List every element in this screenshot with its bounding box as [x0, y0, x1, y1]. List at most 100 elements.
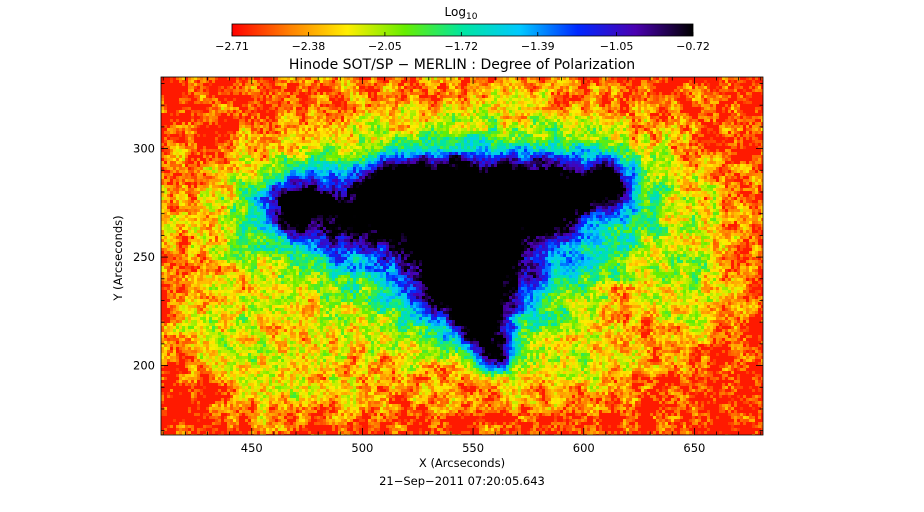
heatmap-cell: [482, 143, 485, 146]
heatmap-cell: [596, 116, 599, 119]
heatmap-cell: [584, 137, 587, 140]
heatmap-cell: [350, 134, 353, 137]
heatmap-cell: [662, 125, 665, 128]
heatmap-cell: [575, 92, 578, 95]
heatmap-cell: [569, 110, 572, 113]
heatmap-cell: [470, 101, 473, 104]
heatmap-cell: [239, 164, 242, 167]
heatmap-cell: [320, 95, 323, 98]
heatmap-cell: [404, 89, 407, 92]
heatmap-cell: [524, 80, 527, 83]
heatmap-cell: [359, 137, 362, 140]
heatmap-cell: [506, 137, 509, 140]
heatmap-cell: [443, 77, 446, 80]
heatmap-cell: [263, 128, 266, 131]
heatmap-cell: [281, 92, 284, 95]
heatmap-cell: [707, 164, 710, 167]
heatmap-cell: [455, 149, 458, 152]
heatmap-cell: [293, 110, 296, 113]
heatmap-cell: [446, 128, 449, 131]
heatmap-cell: [473, 83, 476, 86]
heatmap-cell: [455, 80, 458, 83]
heatmap-cell: [209, 83, 212, 86]
heatmap-cell: [440, 95, 443, 98]
heatmap-cell: [683, 122, 686, 125]
heatmap-cell: [533, 122, 536, 125]
heatmap-cell: [620, 143, 623, 146]
heatmap-cell: [416, 122, 419, 125]
heatmap-cell: [434, 149, 437, 152]
heatmap-cell: [239, 146, 242, 149]
heatmap-cell: [503, 134, 506, 137]
heatmap-cell: [626, 122, 629, 125]
heatmap-cell: [452, 80, 455, 83]
heatmap-cell: [461, 122, 464, 125]
heatmap-cell: [413, 161, 416, 164]
heatmap-cell: [380, 116, 383, 119]
heatmap-cell: [206, 167, 209, 170]
heatmap-cell: [245, 164, 248, 167]
heatmap-cell: [170, 131, 173, 134]
heatmap-cell: [341, 128, 344, 131]
heatmap-cell: [551, 101, 554, 104]
heatmap-cell: [281, 125, 284, 128]
heatmap-cell: [743, 164, 746, 167]
heatmap-cell: [359, 83, 362, 86]
heatmap-cell: [476, 113, 479, 116]
heatmap-cell: [539, 152, 542, 155]
heatmap-cell: [305, 140, 308, 143]
heatmap-cell: [425, 140, 428, 143]
heatmap-cell: [191, 110, 194, 113]
heatmap-cell: [692, 131, 695, 134]
heatmap-cell: [431, 143, 434, 146]
heatmap-cell: [587, 140, 590, 143]
heatmap-cell: [254, 167, 257, 170]
heatmap-cell: [251, 128, 254, 131]
heatmap-cell: [479, 104, 482, 107]
heatmap-cell: [383, 131, 386, 134]
heatmap-cell: [578, 164, 581, 167]
heatmap-cell: [608, 92, 611, 95]
heatmap-cell: [374, 131, 377, 134]
heatmap-cell: [587, 134, 590, 137]
heatmap-cell: [563, 137, 566, 140]
heatmap-cell: [416, 128, 419, 131]
heatmap-cell: [191, 119, 194, 122]
heatmap-cell: [407, 119, 410, 122]
heatmap-cell: [245, 137, 248, 140]
heatmap-cell: [254, 125, 257, 128]
heatmap-cell: [176, 158, 179, 161]
heatmap-cell: [272, 107, 275, 110]
heatmap-cell: [635, 92, 638, 95]
heatmap-cell: [362, 149, 365, 152]
heatmap-cell: [569, 104, 572, 107]
heatmap-cell: [296, 89, 299, 92]
heatmap-cell: [662, 134, 665, 137]
heatmap-cell: [377, 146, 380, 149]
heatmap-cell: [479, 110, 482, 113]
heatmap-cell: [689, 125, 692, 128]
heatmap-cell: [674, 137, 677, 140]
heatmap-cell: [278, 119, 281, 122]
heatmap-cell: [293, 101, 296, 104]
heatmap-cell: [512, 131, 515, 134]
heatmap-cell: [599, 89, 602, 92]
heatmap-cell: [494, 83, 497, 86]
heatmap-cell: [263, 137, 266, 140]
heatmap-cell: [656, 104, 659, 107]
heatmap-cell: [620, 83, 623, 86]
heatmap-cell: [356, 152, 359, 155]
heatmap-cell: [464, 158, 467, 161]
heatmap-cell: [287, 122, 290, 125]
heatmap-cell: [587, 77, 590, 80]
heatmap-cell: [641, 143, 644, 146]
heatmap-cell: [398, 119, 401, 122]
heatmap-cell: [380, 95, 383, 98]
heatmap-cell: [254, 140, 257, 143]
heatmap-cell: [317, 86, 320, 89]
heatmap-cell: [440, 104, 443, 107]
heatmap-cell: [344, 131, 347, 134]
heatmap-cell: [233, 143, 236, 146]
heatmap-cell: [617, 146, 620, 149]
heatmap-cell: [506, 158, 509, 161]
